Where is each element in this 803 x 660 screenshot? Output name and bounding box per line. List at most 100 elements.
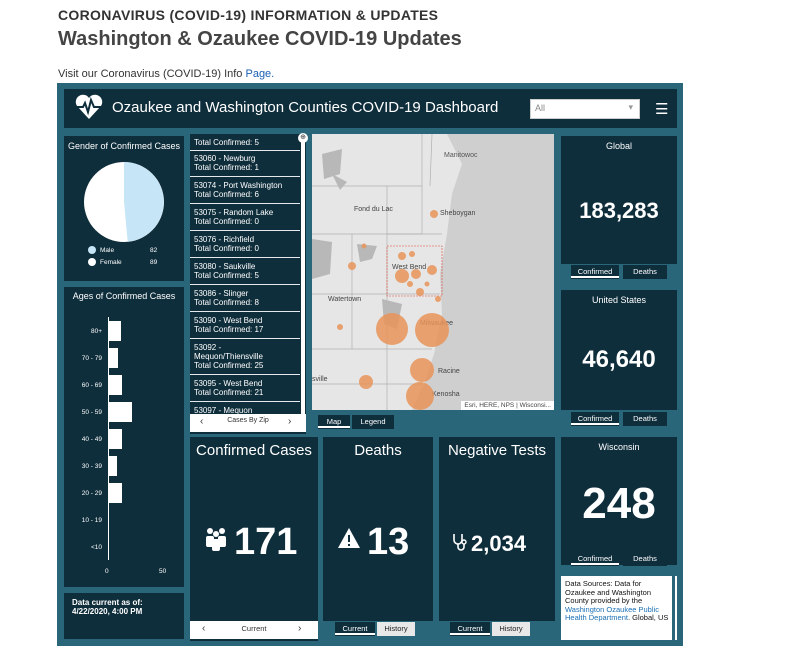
age-bar (108, 375, 123, 395)
map-bubble (415, 313, 449, 347)
list-item[interactable]: 53097 - Mequon (194, 406, 253, 414)
global-tab-deaths[interactable]: Deaths (623, 265, 667, 279)
list-item[interactable]: 53090 - West Bend Total Confirmed: 17 (194, 316, 264, 334)
scrollbar[interactable] (672, 576, 675, 640)
confirmed-title: Confirmed Cases (196, 442, 312, 459)
age-tick-label: 60 - 69 (81, 382, 102, 389)
age-bar (108, 456, 117, 476)
dashboard-title: Ozaukee and Washington Counties COVID-19… (112, 99, 499, 116)
chevron-right-icon[interactable]: › (298, 623, 302, 634)
map-bubble (337, 324, 343, 330)
global-tab-confirmed[interactable]: Confirmed (571, 265, 619, 279)
ages-title: Ages of Confirmed Cases (72, 291, 176, 301)
list-item[interactable]: 53092 - Mequon/Thiensville Total Confirmed… (194, 343, 264, 370)
list-item[interactable]: 53074 - Port Washington Total Confirmed: … (194, 181, 283, 199)
visit-text: Visit our Coronavirus (COVID-19) Info Pa… (58, 68, 275, 80)
list-item[interactable]: 53075 - Random Lake Total Confirmed: 0 (194, 208, 274, 226)
list-item[interactable]: 53080 - Saukville Total Confirmed: 5 (194, 262, 259, 280)
lake-michigan (412, 134, 554, 410)
map-bubble (409, 251, 415, 257)
map-label-racine: Racine (438, 368, 460, 375)
us-tab-confirmed[interactable]: Confirmed (571, 412, 619, 426)
list-item[interactable]: Total Confirmed: 5 (194, 138, 259, 147)
list-item[interactable]: 53086 - Slinger Total Confirmed: 8 (194, 289, 259, 307)
female-value: 89 (150, 259, 158, 266)
list-item[interactable]: 53060 - Newburg Total Confirmed: 1 (194, 154, 259, 172)
filter-dropdown[interactable]: All ▾ (530, 99, 640, 119)
age-bar (108, 402, 132, 422)
zip-list-panel: Total Confirmed: 5 53060 - Newburg Total … (190, 134, 306, 434)
negative-tab-history[interactable]: History (492, 622, 530, 636)
people-icon (202, 525, 230, 558)
divider (190, 230, 300, 231)
confirmed-value: 171 (234, 521, 298, 563)
map-bubble (424, 281, 430, 287)
deaths-value: 13 (367, 521, 410, 563)
expand-icon[interactable]: ⊕ (298, 133, 308, 143)
hamburger-icon[interactable]: ☰ (655, 101, 669, 118)
divider (190, 284, 300, 285)
age-tick-label: 10 - 19 (81, 517, 102, 524)
wisconsin-tab-confirmed[interactable]: Confirmed (571, 552, 619, 566)
age-tick-label: 20 - 29 (81, 490, 102, 497)
deaths-panel: Deaths 13 (323, 437, 433, 621)
data-current-panel: Data current as of: 4/22/2020, 4:00 PM (64, 593, 184, 639)
negative-title: Negative Tests (447, 442, 547, 459)
male-swatch (88, 246, 96, 254)
page-heading: CORONAVIRUS (COVID-19) INFORMATION & UPD… (58, 7, 439, 23)
male-label: Male (100, 247, 115, 254)
us-tab-deaths[interactable]: Deaths (623, 412, 667, 426)
divider (190, 374, 300, 375)
map-bubble (359, 375, 373, 389)
map-bubble (427, 265, 437, 275)
map-bubble (411, 269, 421, 279)
map-label-manitowoc: Manitowoc (444, 152, 478, 159)
map-bubble (410, 358, 434, 382)
map-svg (312, 134, 554, 410)
female-swatch (88, 258, 96, 266)
deaths-title: Deaths (354, 442, 402, 459)
list-item[interactable]: 53095 - West Bend Total Confirmed: 21 (194, 379, 264, 397)
heart-pulse-icon (74, 93, 104, 121)
map-label-west-bend: West Bend (392, 264, 427, 271)
pager-label: Cases By Zip (227, 417, 269, 424)
stethoscope-icon (451, 533, 467, 556)
map-label-watertown: Watertown (328, 296, 362, 303)
deaths-tab-history[interactable]: History (377, 622, 415, 636)
chevron-left-icon[interactable]: ‹ (202, 623, 206, 634)
chevron-left-icon[interactable]: ‹ (200, 416, 204, 427)
map-panel[interactable]: Manitowoc Fond du Lac Sheboygan West Ben… (312, 134, 554, 410)
map-bubble (348, 262, 356, 270)
gender-legend: Male 82 Female 89 (88, 246, 178, 270)
sources-panel: Data Sources: Data for Ozaukee and Washi… (561, 576, 677, 640)
ages-bar-chart: 80+ 70 - 79 60 - 69 50 - 59 40 - 49 30 - 39 20… (64, 287, 184, 587)
negative-panel: Negative Tests 2,034 (439, 437, 555, 621)
wisconsin-tab-deaths[interactable]: Deaths (623, 552, 667, 566)
gender-title: Gender of Confirmed Cases (67, 141, 181, 151)
divider (190, 150, 300, 151)
info-page-link[interactable]: Page. (245, 68, 275, 80)
negative-value: 2,034 (471, 531, 527, 556)
age-tick-label: 30 - 39 (81, 463, 102, 470)
list-item[interactable]: 53076 - Richfield Total Confirmed: 0 (194, 235, 259, 253)
deaths-tab-current[interactable]: Current (335, 622, 375, 636)
chevron-right-icon[interactable]: › (288, 416, 292, 427)
map-label-sville: sville (312, 376, 328, 383)
negative-tab-current[interactable]: Current (450, 622, 490, 636)
map-bubble (406, 382, 434, 410)
map-bubble (395, 269, 409, 283)
map-bubble (430, 210, 438, 218)
legend-item-female: Female 89 (88, 258, 178, 270)
wisconsin-panel: Wisconsin 248 (561, 437, 677, 565)
age-tick-label: <10 (90, 544, 102, 551)
gender-pie (84, 162, 164, 242)
tab-map[interactable]: Map (318, 415, 350, 429)
confirmed-nav-label: Current (241, 624, 267, 633)
tab-legend[interactable]: Legend (352, 415, 394, 429)
zip-list[interactable]: Total Confirmed: 5 53060 - Newburg Total … (190, 134, 302, 414)
confirmed-pager: ‹ Current › (190, 621, 318, 639)
us-title: United States (591, 295, 647, 305)
scrollbar[interactable] (301, 134, 305, 414)
divider (190, 257, 300, 258)
health-department-link[interactable]: Washington Ozaukee Public Health Departm… (565, 604, 659, 622)
